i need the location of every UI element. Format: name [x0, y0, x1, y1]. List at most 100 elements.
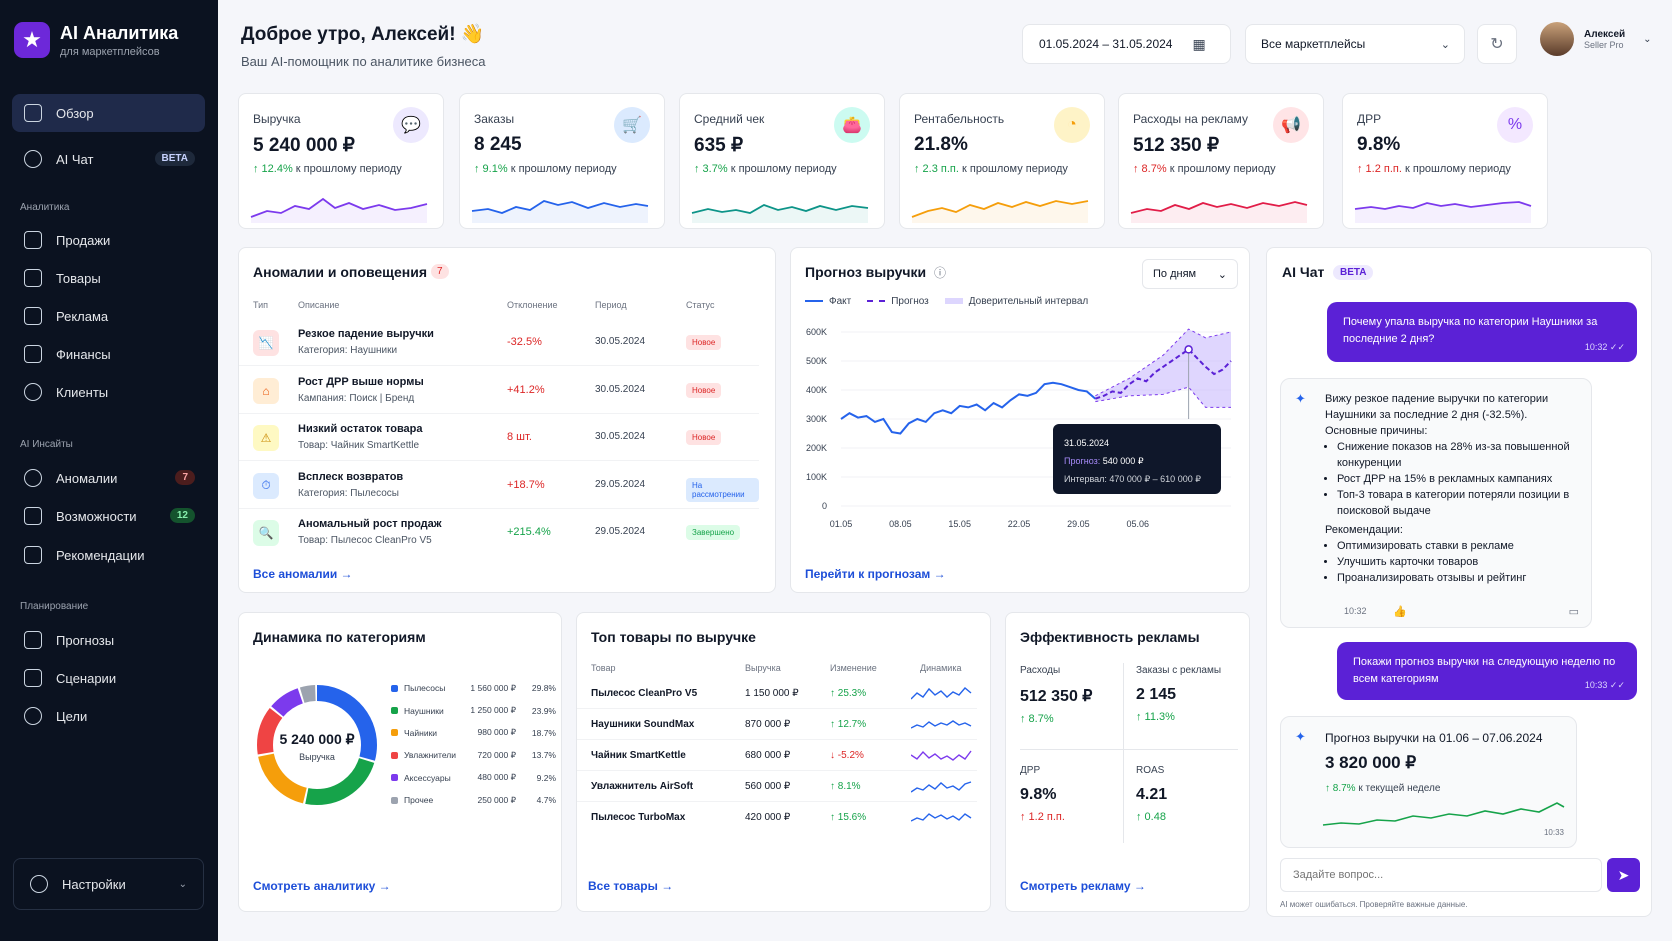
confidence-interval-area	[1095, 329, 1231, 408]
x-tick-label: 01.05	[830, 519, 853, 529]
ai-list-item: Улучшить карточки товаров	[1337, 554, 1577, 570]
x-tick-label: 29.05	[1067, 519, 1090, 529]
category-donut-chart[interactable]	[247, 675, 387, 815]
message-time: 10:32	[1344, 606, 1367, 616]
forecast-tooltip: 31.05.2024 Прогноз: 540 000 ₽ Интервал: …	[1053, 424, 1221, 494]
kpi-sparkline	[691, 204, 869, 223]
table-row[interactable]: ⚠ Низкий остаток товара Товар: Чайник Sm…	[239, 415, 759, 461]
status-badge: Новое	[686, 335, 722, 350]
anomaly-type-icon: ⚠	[253, 425, 279, 451]
sidebar-item-overview[interactable]: Обзор	[12, 94, 205, 132]
product-revenue: 1 150 000 ₽	[745, 688, 799, 699]
period-select[interactable]: По дням ⌄	[1142, 259, 1238, 289]
x-tick-label: 05.06	[1126, 519, 1149, 529]
table-row[interactable]: 📉 Резкое падение выручки Категория: Науш…	[239, 320, 759, 366]
product-sparkline	[911, 720, 972, 729]
send-button[interactable]: ➤	[1607, 858, 1640, 892]
date-range-picker[interactable]: 01.05.2024 – 31.05.2024 ▦	[1022, 24, 1231, 64]
kpi-sparkline	[471, 200, 649, 223]
category-name: Аксессуары	[404, 772, 451, 783]
message-time: 10:33 ✓✓	[1584, 680, 1625, 690]
col-description: Описание	[298, 300, 340, 310]
ai-list-item: Топ-3 товара в категории потеряли позици…	[1337, 487, 1577, 519]
cart-icon	[24, 231, 42, 249]
section-analytics: Аналитика	[20, 202, 70, 213]
ad-metric-label: ДРР	[1020, 765, 1041, 776]
sidebar-item-chat[interactable]: AI Чат BETA	[12, 140, 205, 178]
scenario-icon	[24, 669, 42, 687]
kpi-card[interactable]: ДРР 9.8% ↑ 1.2 п.п. к прошлому периоду %	[1342, 93, 1548, 229]
section-insights: AI Инсайты	[20, 439, 73, 450]
table-row[interactable]: 🔍 Аномальный рост продаж Товар: Пылесос …	[239, 510, 759, 556]
page-subtitle: Ваш AI-помощник по аналитике бизнеса	[241, 54, 486, 69]
sidebar-item-recommendations[interactable]: Рекомендации	[12, 536, 205, 574]
x-tick-label: 15.05	[948, 519, 971, 529]
top-products-title: Топ товары по выручке	[591, 629, 756, 645]
sidebar-item-sales[interactable]: Продажи	[12, 221, 205, 259]
legend-swatch	[391, 751, 398, 759]
table-row[interactable]: Увлажнитель AirSoft 560 000 ₽ ↑ 8.1%	[577, 772, 977, 802]
chat-input[interactable]	[1280, 858, 1602, 892]
sidebar-item-anomalies[interactable]: Аномалии 7	[12, 459, 205, 497]
user-menu[interactable]: Алексей Seller Pro ⌄	[1540, 22, 1652, 56]
legend-forecast: Прогноз	[867, 296, 929, 307]
product-name: Увлажнитель AirSoft	[591, 781, 694, 792]
table-row[interactable]: Пылесос CleanPro V5 1 150 000 ₽ ↑ 25.3%	[577, 679, 977, 709]
sidebar-item-forecasts[interactable]: Прогнозы	[12, 621, 205, 659]
category-value: 720 000 ₽	[477, 749, 517, 760]
product-sparkline	[911, 781, 972, 793]
card-delta: ↑ 8.7% к текущей неделе	[1325, 783, 1441, 794]
table-row[interactable]: Чайник SmartKettle 680 000 ₽ ↓ -5.2%	[577, 741, 977, 771]
legend-fact: Факт	[805, 296, 851, 307]
settings-dropdown[interactable]: Настройки ⌄	[13, 858, 204, 910]
sidebar-item-label: Цели	[56, 708, 88, 724]
status-badge: На рассмотрении	[686, 477, 759, 502]
table-row[interactable]: ⌂ Рост ДРР выше нормы Кампания: Поиск | …	[239, 368, 759, 414]
info-icon[interactable]: ⓘ	[934, 266, 947, 280]
ad-metric: ДРР 9.8% ↑ 1.2 п.п.	[1020, 765, 1065, 823]
sidebar-item-goals[interactable]: Цели	[12, 697, 205, 735]
kpi-card[interactable]: Рентабельность 21.8% ↑ 2.3 п.п. к прошло…	[899, 93, 1105, 229]
table-row[interactable]: ⏱ Всплеск возвратов Категория: Пылесосы …	[239, 463, 759, 509]
app-logo[interactable]: ★ AI Аналитика для маркетплейсов	[14, 22, 178, 58]
category-pct: 23.9%	[531, 705, 556, 716]
col-deviation: Отклонение	[507, 300, 558, 310]
comment-icon[interactable]: ▭	[1568, 606, 1579, 618]
card-sparkline	[1322, 802, 1565, 826]
all-products-link[interactable]: Все товары →	[588, 879, 674, 893]
kpi-card[interactable]: Заказы 8 245 ↑ 9.1% к прошлому периоду 🛒	[459, 93, 665, 229]
kpi-card[interactable]: Расходы на рекламу 512 350 ₽ ↑ 8.7% к пр…	[1118, 93, 1324, 229]
view-analytics-link[interactable]: Смотреть аналитику →	[253, 879, 391, 893]
thumbs-up-icon[interactable]: 👍	[1393, 606, 1407, 618]
sidebar-item-ads[interactable]: Реклама	[12, 297, 205, 335]
sidebar-item-finance[interactable]: Финансы	[12, 335, 205, 373]
ad-metric-delta: ↑ 1.2 п.п.	[1020, 811, 1065, 823]
opportunities-count-badge: 12	[169, 508, 195, 523]
chat-icon	[24, 150, 42, 168]
table-row[interactable]: Пылесос TurboMax 420 000 ₽ ↑ 15.6%	[577, 803, 977, 833]
kpi-card[interactable]: Средний чек 635 ₽ ↑ 3.7% к прошлому пери…	[679, 93, 885, 229]
all-anomalies-link[interactable]: Все аномалии →	[253, 567, 353, 581]
sidebar-item-scenarios[interactable]: Сценарии	[12, 659, 205, 697]
marketplace-select[interactable]: Все маркетплейсы ⌄	[1245, 24, 1465, 64]
kpi-delta: ↑ 12.4% к прошлому периоду	[253, 163, 402, 175]
view-ads-link[interactable]: Смотреть рекламу →	[1020, 879, 1146, 893]
message-text: Покажи прогноз выручки на следующую неде…	[1353, 656, 1616, 685]
sidebar-item-products[interactable]: Товары	[12, 259, 205, 297]
col-type: Тип	[253, 300, 269, 310]
anomalies-title: Аномалии и оповещения	[253, 264, 427, 280]
table-row[interactable]: Наушники SoundMax 870 000 ₽ ↑ 12.7%	[577, 710, 977, 740]
go-to-forecasts-link[interactable]: Перейти к прогнозам →	[805, 567, 946, 581]
anomaly-deviation: -32.5%	[507, 336, 542, 348]
ad-metric: Расходы 512 350 ₽ ↑ 8.7%	[1020, 665, 1092, 725]
sidebar-item-label: AI Чат	[56, 151, 94, 167]
sidebar-item-clients[interactable]: Клиенты	[12, 373, 205, 411]
anomaly-subtitle: Кампания: Поиск | Бренд	[298, 392, 415, 404]
ad-metric: ROAS 4.21 ↑ 0.48	[1136, 765, 1167, 823]
kpi-icon: 👛	[834, 107, 870, 143]
kpi-card[interactable]: Выручка 5 240 000 ₽ ↑ 12.4% к прошлому п…	[238, 93, 444, 229]
category-name: Чайники	[404, 727, 438, 738]
refresh-button[interactable]: ↻	[1477, 24, 1517, 64]
category-legend-item: Пылесосы 1 560 000 ₽ 29.8%	[391, 677, 556, 699]
sidebar-item-opportunities[interactable]: Возможности 12	[12, 497, 205, 535]
